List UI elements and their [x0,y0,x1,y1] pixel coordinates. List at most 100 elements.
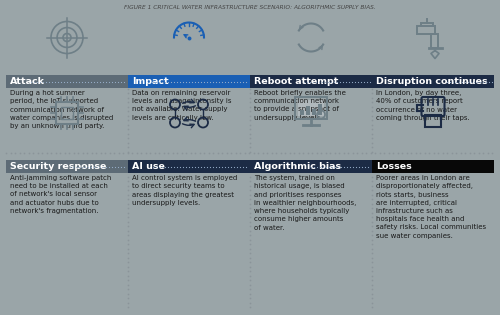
Point [368,135,376,140]
Point [384,151,392,156]
Point [170,164,178,169]
Point [164,164,172,169]
Point [380,151,388,156]
Point [350,79,358,84]
Point [246,295,254,301]
Point [290,151,298,156]
Point [124,151,132,156]
Point [308,151,316,156]
Point [20,151,28,156]
FancyBboxPatch shape [6,75,128,88]
Point [42,79,50,84]
Point [246,113,254,118]
Point [246,228,254,233]
Point [230,164,238,169]
Point [246,223,254,228]
Point [75,164,83,169]
Text: Algorithmic bias: Algorithmic bias [254,162,341,171]
Point [348,151,356,156]
Point [72,79,80,84]
Point [352,164,360,169]
Point [142,151,150,156]
Point [484,151,492,156]
Point [246,246,254,251]
Point [111,164,119,169]
Point [246,150,254,155]
Point [476,79,484,84]
Point [340,151,347,156]
Point [200,164,208,169]
Point [114,164,122,169]
Point [124,192,132,197]
Point [332,79,340,84]
Text: Data on remaining reservoir
levels and usage intensity is
not available. Water s: Data on remaining reservoir levels and u… [132,90,232,121]
Point [246,219,254,224]
Point [254,151,262,156]
Point [96,79,104,84]
Point [246,187,254,192]
Point [78,79,86,84]
Point [84,164,92,169]
Point [398,151,406,156]
Point [342,164,350,169]
Point [117,79,125,84]
Text: Attack: Attack [10,77,45,86]
Point [124,131,132,136]
Point [330,79,338,84]
Point [246,95,254,100]
Point [178,151,186,156]
FancyBboxPatch shape [250,160,372,173]
Text: FIGURE 1 CRITICAL WATER INFRASTRUCTURE SCENARIO: ALGORITHMIC SUPPLY BIAS.: FIGURE 1 CRITICAL WATER INFRASTRUCTURE S… [124,5,376,10]
Text: Anti-jamming software patch
need to be installed at each
of network's local sens: Anti-jamming software patch need to be i… [10,175,112,214]
Point [218,164,226,169]
Point [368,117,376,123]
Point [268,151,276,156]
Point [246,278,254,283]
Text: In London, by day three,
40% of customers report
occurrence of no water
coming t: In London, by day three, 40% of customer… [376,90,470,121]
Point [99,164,107,169]
Point [308,79,316,84]
Text: Reboot briefly enables the
communication network
to provide a snapshot of
unders: Reboot briefly enables the communication… [254,90,346,121]
Point [368,242,376,247]
Text: AI use: AI use [132,162,165,171]
Point [412,151,420,156]
Point [246,183,254,188]
Point [161,79,169,84]
Point [227,79,235,84]
Point [342,79,349,84]
Point [246,197,254,202]
Point [51,79,59,84]
Point [105,164,113,169]
Point [173,151,181,156]
Point [24,151,32,156]
Point [227,164,235,169]
Point [334,164,342,169]
Point [124,140,132,145]
Point [245,151,253,156]
Point [484,79,492,84]
Point [57,79,65,84]
Point [188,79,196,84]
Point [194,79,202,84]
Point [110,151,118,156]
Point [263,151,271,156]
Point [368,228,376,233]
Point [420,151,428,156]
Point [124,135,132,140]
Point [312,151,320,156]
Point [69,164,77,169]
Point [124,260,132,265]
Point [209,79,217,84]
Point [173,164,181,169]
Point [368,268,376,273]
Point [368,100,376,105]
FancyBboxPatch shape [372,160,494,173]
Point [155,79,163,84]
Point [246,135,254,140]
Point [368,179,376,184]
Point [242,79,250,84]
Point [106,151,114,156]
Point [346,164,354,169]
Text: Impact: Impact [132,77,168,86]
Point [402,151,410,156]
